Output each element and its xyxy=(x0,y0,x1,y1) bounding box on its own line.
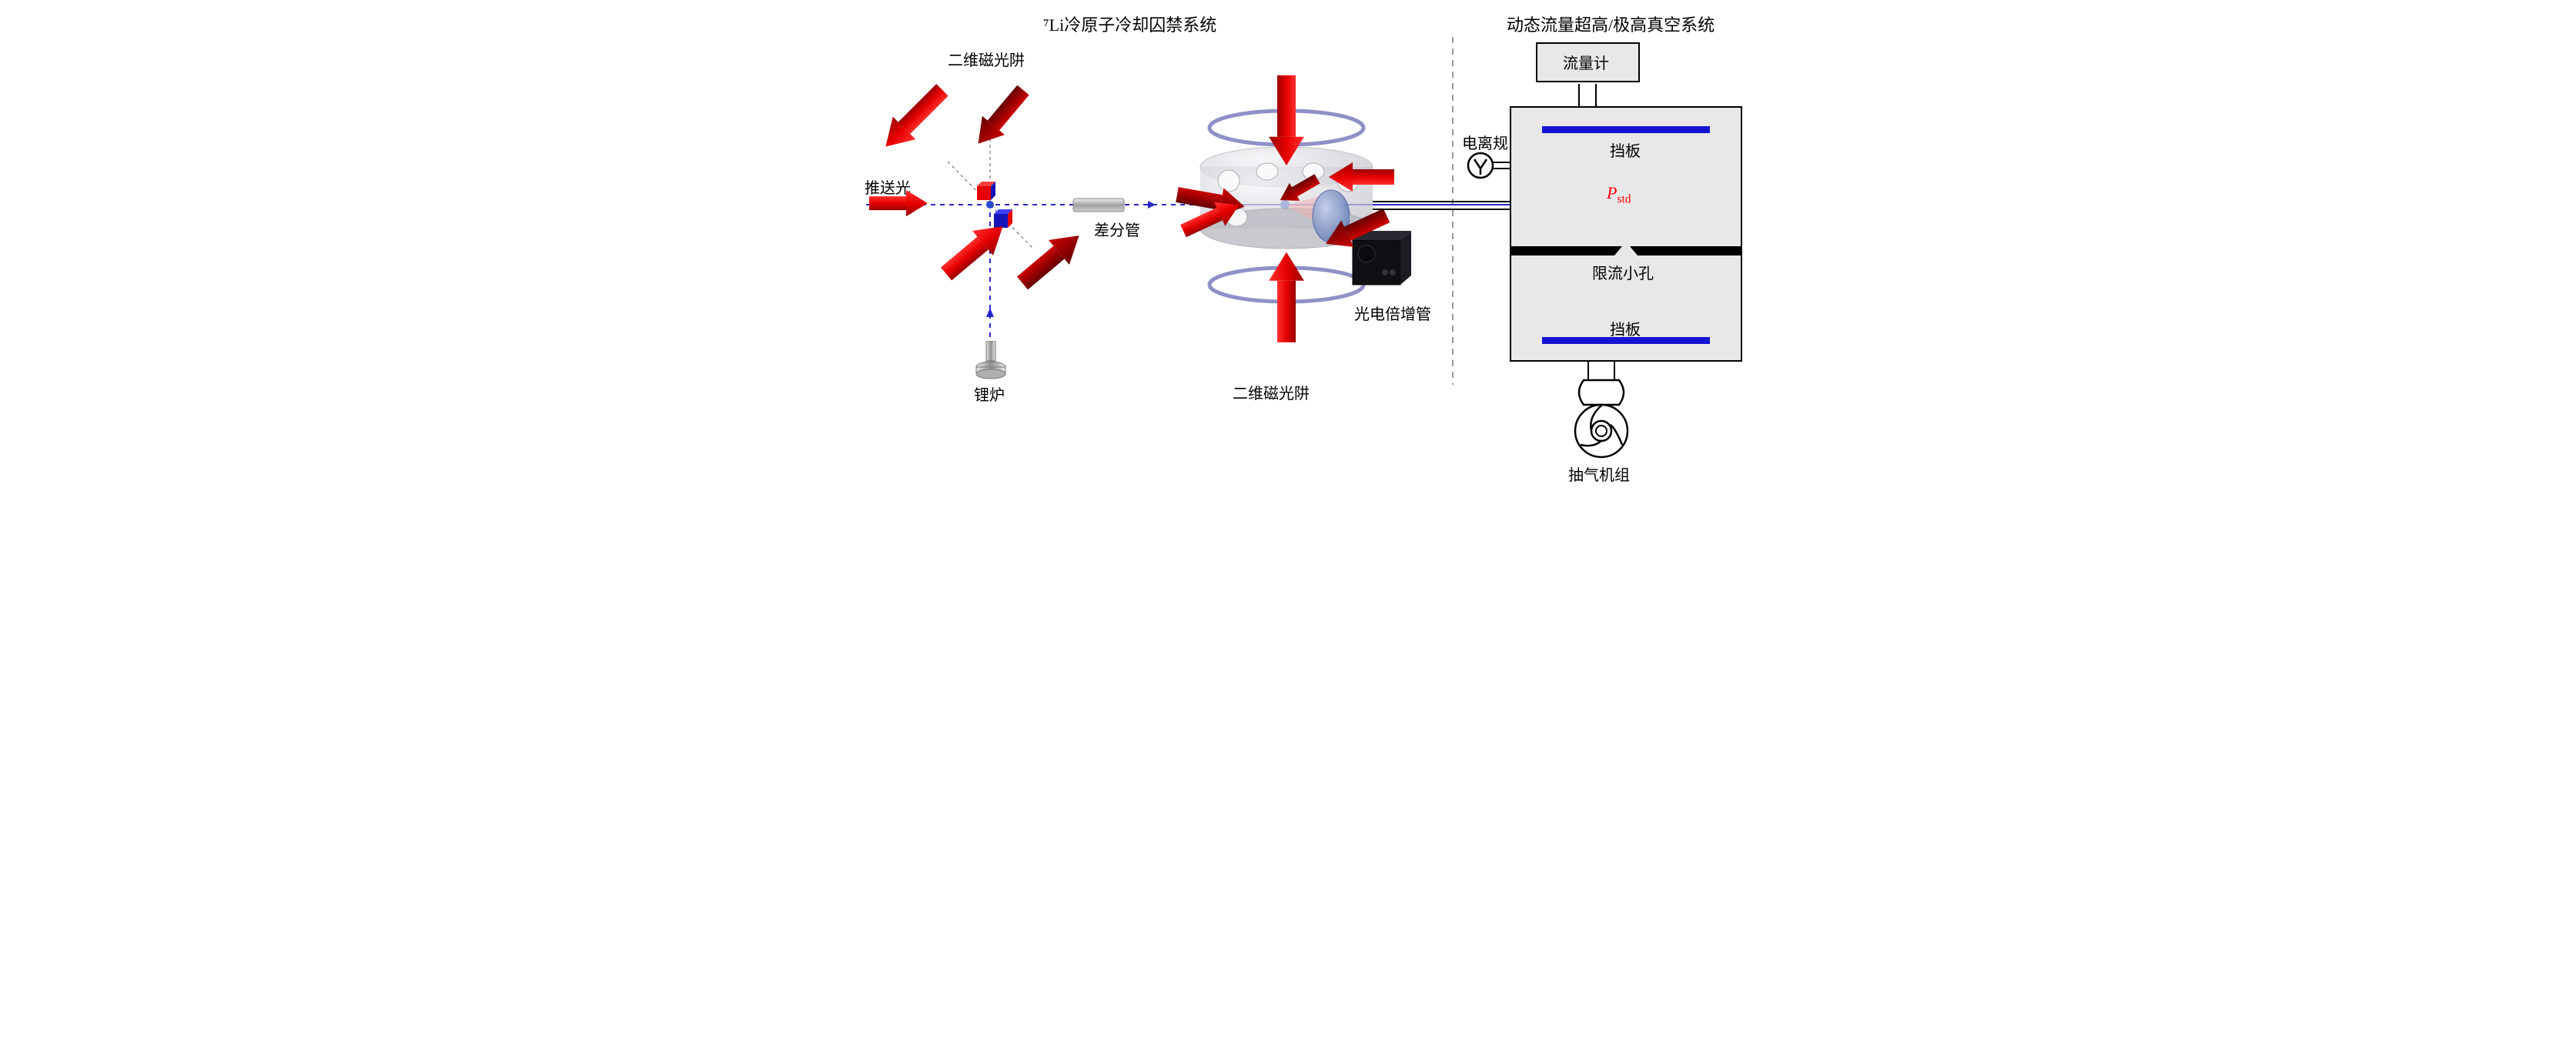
chamber-tube xyxy=(694,0,1882,482)
pump-group-icon xyxy=(1551,362,1651,460)
pump-group-label: 抽气机组 xyxy=(1568,462,1630,485)
